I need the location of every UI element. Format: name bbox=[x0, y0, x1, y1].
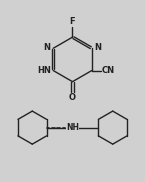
Text: CN: CN bbox=[102, 66, 115, 75]
Text: O: O bbox=[69, 93, 76, 102]
Text: HN: HN bbox=[37, 66, 51, 75]
Text: F: F bbox=[70, 17, 75, 26]
Text: N: N bbox=[94, 43, 101, 52]
Text: NH: NH bbox=[66, 123, 79, 132]
Text: N: N bbox=[44, 43, 51, 52]
